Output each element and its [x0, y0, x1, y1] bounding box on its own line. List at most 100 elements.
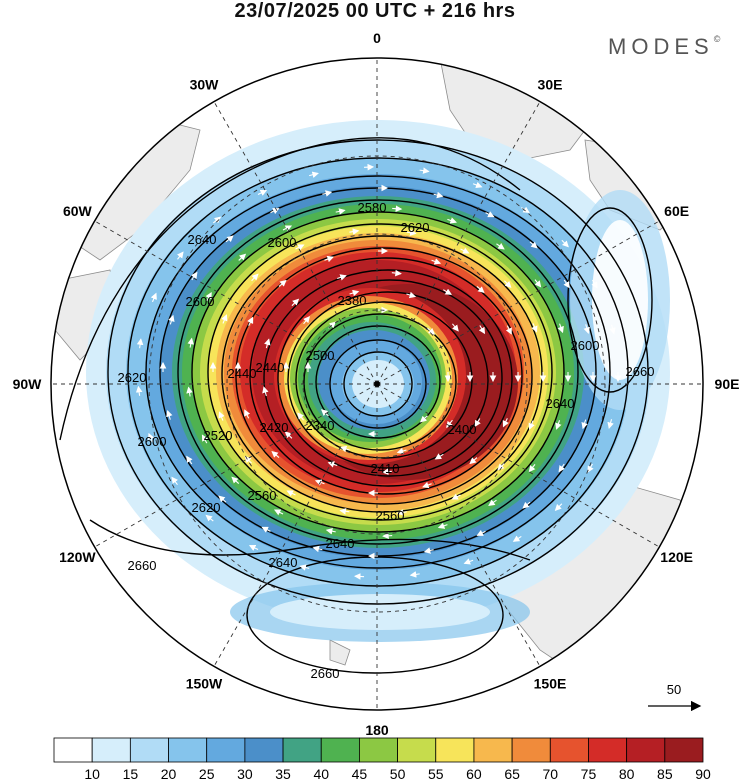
wind-vector: [231, 476, 240, 484]
wind-vector: [474, 418, 481, 428]
meridian-line: [376, 220, 660, 385]
contour-label: 2640: [188, 232, 217, 247]
meridian-line: [213, 101, 378, 385]
contour-label: 2660: [626, 364, 655, 379]
wind-vector: [225, 235, 234, 243]
wind-vector: [587, 463, 594, 473]
colorbar-swatch: [511, 737, 551, 763]
wind-vector: [309, 171, 319, 178]
contour-label: 2500: [306, 348, 335, 363]
wind-vector: [135, 385, 143, 396]
wind-vector: [505, 325, 512, 335]
wind-vector: [324, 255, 334, 263]
height-contour: [177, 199, 579, 545]
contour-label: 2600: [268, 235, 297, 250]
contour-label: 2380: [338, 293, 367, 308]
wind-vector: [521, 206, 530, 213]
colorbar-swatch: [129, 737, 169, 763]
wind-vector: [469, 457, 478, 465]
wind-vector: [291, 298, 300, 307]
wind-vector: [396, 447, 407, 455]
colorbar-label: 15: [123, 766, 139, 782]
map-title: 23/07/2025 00 UTC + 216 hrs: [234, 0, 516, 22]
wind-vector: [522, 501, 531, 509]
wind-vector: [349, 228, 360, 235]
colorbar-swatch: [91, 737, 131, 763]
wind-vector: [581, 419, 588, 430]
wind-vector: [419, 415, 428, 423]
longitude-label: 30W: [190, 76, 220, 92]
wind-vector: [218, 411, 225, 421]
colorbar-label: 25: [199, 766, 215, 782]
contour-label: 2580: [358, 200, 387, 215]
contour-label: 2600: [571, 338, 600, 353]
contour-label: 2340: [306, 418, 335, 433]
longitude-label: 60E: [664, 203, 689, 219]
wind-vector: [451, 493, 461, 500]
wind-vector: [218, 495, 227, 503]
contour-label: 2520: [204, 428, 233, 443]
wind-vector: [251, 273, 259, 282]
wind-vector: [427, 327, 436, 335]
colorbar-swatch: [473, 737, 513, 763]
wind-vector: [460, 247, 470, 254]
wind-vector: [166, 409, 173, 420]
height-contour: [89, 519, 531, 561]
wind-vector: [502, 418, 509, 428]
wind-vector: [150, 292, 157, 303]
contour-label: 2560: [376, 508, 405, 523]
height-contour: [191, 211, 565, 533]
wind-vector: [261, 526, 271, 533]
wind-vector: [177, 251, 184, 260]
wind-vector: [392, 205, 403, 212]
colorbar-label: 35: [275, 766, 291, 782]
wind-vector: [168, 314, 175, 325]
wind-vector: [297, 412, 304, 421]
wind-vector: [534, 279, 542, 288]
contour-label: 2660: [128, 558, 157, 573]
reference-vector-value: 50: [667, 682, 681, 697]
wind-vector: [201, 434, 208, 444]
colorbar-swatch: [435, 737, 475, 763]
contour-label: 2640: [546, 396, 575, 411]
pole-marker: [374, 381, 380, 387]
colorbar-label: 20: [161, 766, 177, 782]
contour-label: 2620: [401, 220, 430, 235]
colorbar-label: 10: [84, 766, 100, 782]
wind-vector: [485, 211, 495, 218]
wind-vector: [528, 464, 536, 473]
height-contour: [303, 313, 457, 451]
colorbar-swatch: [244, 737, 284, 763]
meridian-line: [376, 101, 541, 385]
wind-vector: [148, 432, 155, 443]
contour-label: 2640: [269, 555, 298, 570]
wind-vector: [205, 292, 212, 302]
wind-vector: [431, 258, 442, 265]
wind-vector: [191, 271, 198, 281]
wind-vector: [409, 571, 420, 578]
wind-vector: [583, 324, 590, 335]
longitude-label: 120W: [59, 549, 96, 565]
wind-vector: [472, 181, 483, 189]
wind-vector: [607, 419, 614, 430]
height-contour: [127, 157, 629, 587]
colorbar-label: 90: [695, 766, 711, 782]
wind-vector: [320, 409, 329, 417]
wind-vector: [381, 468, 392, 475]
colorbar-swatch: [53, 737, 93, 763]
colorbar-swatch: [626, 737, 666, 763]
wind-vector: [349, 289, 360, 297]
colorbar-label: 55: [428, 766, 444, 782]
height-contour: [287, 291, 489, 469]
wind-vector: [512, 535, 522, 542]
colorbar-swatch: [282, 737, 322, 763]
wind-vector: [557, 323, 564, 334]
wind-vector: [406, 291, 417, 299]
wind-vector: [247, 316, 254, 326]
wind-vector: [322, 190, 333, 197]
wind-vector: [303, 315, 310, 325]
wind-vector: [391, 269, 402, 277]
wind-vector: [335, 208, 346, 215]
wind-vector: [488, 499, 497, 506]
